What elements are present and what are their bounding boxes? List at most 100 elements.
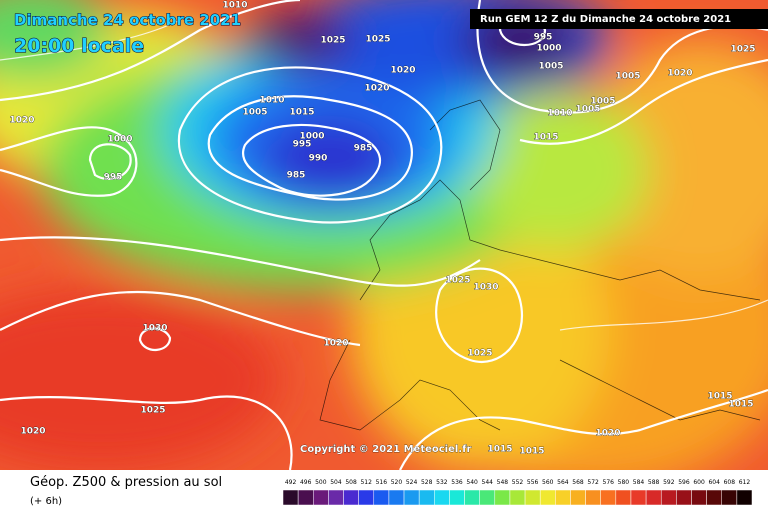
legend-swatch [434,489,450,506]
legend-label: 536 [451,479,463,486]
time-label: 20:00 locale [14,35,144,57]
legend-label: 496 [300,479,312,486]
isobar-label: 985 [287,171,306,181]
legend-swatch [403,489,420,506]
isobar-label: 1000 [536,44,561,54]
legend-swatch [373,489,390,506]
legend-swatch [449,489,465,506]
legend-swatch [600,489,617,506]
legend-label: 572 [587,479,599,486]
isobar-label: 1020 [390,66,415,76]
legend-label: 492 [285,479,297,486]
isobar-label: 1010 [259,96,284,106]
legend-swatch [479,489,496,506]
run-box [470,9,768,29]
legend-swatch [660,489,677,506]
isobar-label: 1025 [320,36,345,46]
isobar-label: 1020 [20,427,45,437]
isobar-label: 1015 [289,108,314,118]
isobar-label: 1005 [615,72,640,82]
legend-swatch [555,489,571,506]
legend-swatch [645,489,662,506]
isobar-label: 1020 [323,339,348,349]
legend-swatch [509,489,526,506]
isobar-label: 985 [354,144,373,154]
isobar-label: 995 [534,33,553,43]
date-label: Dimanche 24 octobre 2021 [14,11,241,29]
color-legend: 492 496 500 504 508 512 516 520 524 528 532 536 540 5… [282,479,753,506]
isobar-label: 995 [104,173,123,183]
isobar-label: 1020 [667,69,692,79]
copyright: Copyright © 2021 Meteociel.fr [300,444,471,455]
legend-label: 580 [618,479,630,486]
legend-swatch [736,489,753,506]
legend-swatch [328,489,344,506]
isobar-label: 1015 [533,133,558,143]
legend-label: 588 [648,479,660,486]
legend-label: 520 [391,479,403,486]
legend-swatch [524,489,541,506]
legend-label: 552 [512,479,524,486]
legend-label: 584 [633,479,645,486]
isobar-label: 1025 [365,35,390,45]
isobar-label: 1005 [538,62,563,72]
isobar-label: 1020 [595,429,620,439]
legend-label: 528 [421,479,433,486]
legend-swatch [539,489,556,506]
run-label: Run GEM 12 Z du Dimanche 24 octobre 2021 [480,14,731,25]
legend-label: 604 [708,479,720,486]
legend-label: 612 [739,479,751,486]
legend-swatch [570,489,586,506]
footer-title: Géop. Z500 & pression au sol [30,475,222,490]
isobar-label: 1005 [575,105,600,115]
legend-label: 544 [482,479,494,486]
legend-swatch [615,489,632,506]
legend-swatch [418,489,435,506]
legend-label: 532 [436,479,448,486]
isobar-label: 1000 [107,135,132,145]
isobar-label: 1015 [519,447,544,457]
legend-swatch [494,489,511,506]
legend-label: 608 [724,479,736,486]
legend-swatch [343,489,359,506]
isobar-label: 995 [293,140,312,150]
isobar-label: 1025 [445,276,470,286]
isobar-label: 1030 [142,324,167,334]
legend-swatch [706,489,722,506]
legend-label: 564 [557,479,569,486]
legend-label: 560 [542,479,554,486]
footer-step: (+ 6h) [30,496,62,507]
isobar-label: 1030 [473,283,498,293]
legend-label: 508 [345,479,357,486]
legend-label: 500 [315,479,327,486]
isobar-label: 1020 [364,84,389,94]
isobar-label: 990 [309,154,328,164]
legend-label: 576 [603,479,615,486]
legend-label: 516 [376,479,388,486]
legend-label: 600 [693,479,705,486]
legend-swatch [464,489,480,506]
legend-swatch [630,489,647,506]
isobar-label: 1020 [9,116,34,126]
coastlines [319,99,761,431]
legend-label: 524 [406,479,418,486]
isobar-label: 1015 [487,445,512,455]
legend-swatch [585,489,601,506]
legend-label: 512 [360,479,372,486]
legend-label: 596 [678,479,690,486]
map-background [0,0,768,490]
legend-swatch [282,489,299,506]
legend-label: 568 [572,479,584,486]
legend-swatch [721,489,738,506]
legend-label: 540 [466,479,478,486]
isobars [0,0,768,471]
isobar-label: 1025 [467,349,492,359]
legend-label: 504 [330,479,342,486]
legend-label: 592 [663,479,675,486]
legend-swatch [676,489,692,506]
isobar-label: 1005 [242,108,267,118]
isobar-label: 1010 [547,109,572,119]
legend-swatch [691,489,707,506]
